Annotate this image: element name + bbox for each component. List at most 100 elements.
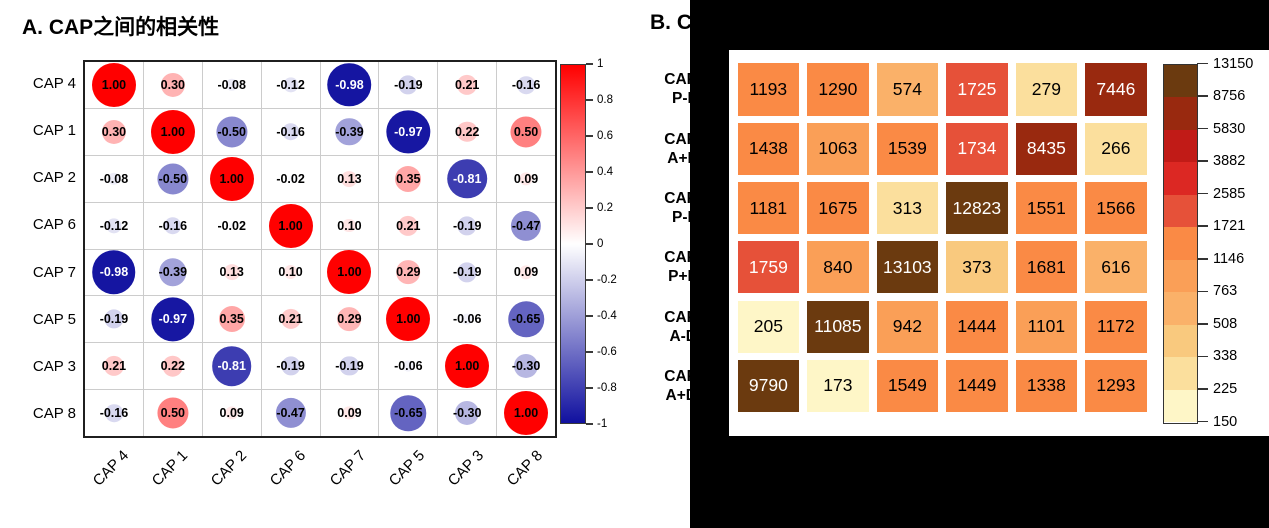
- heatmap-cell: 942: [876, 300, 939, 353]
- corr-cell: 0.10: [261, 249, 320, 296]
- panel-a-colorbar-label: 0: [597, 238, 604, 250]
- corr-value: -0.50: [158, 171, 188, 186]
- corr-value: -0.12: [99, 218, 129, 233]
- corr-value: -0.50: [217, 124, 246, 139]
- corr-value: 0.10: [337, 218, 362, 233]
- panel-b-colorbar-segment: [1164, 129, 1197, 163]
- corr-circle: [342, 218, 357, 233]
- corr-circle: [455, 401, 480, 426]
- corr-circle: [504, 391, 549, 436]
- corr-value: 0.10: [278, 265, 303, 280]
- corr-value: 0.35: [219, 312, 244, 327]
- corr-value: -0.97: [158, 312, 188, 327]
- corr-circle: [386, 297, 431, 342]
- corr-value: -0.39: [158, 265, 188, 280]
- corr-value: -0.16: [276, 124, 305, 139]
- corr-value: 0.29: [337, 312, 362, 327]
- corr-circle: [159, 258, 187, 287]
- corr-value: -0.19: [335, 359, 364, 374]
- corr-value: -0.06: [452, 312, 482, 327]
- corr-circle: [228, 222, 235, 229]
- panel-b-row-label-line1: CAP: [664, 71, 697, 89]
- heatmap-cell: 1551: [1015, 181, 1078, 235]
- corr-circle: [218, 306, 245, 333]
- panel-b-colorbar-label: 338: [1213, 348, 1238, 365]
- corr-circle: [287, 175, 294, 182]
- corr-cell: -0.30: [438, 390, 497, 436]
- corr-cell: 0.22: [438, 108, 497, 155]
- panel-a-colorbar-label: 1: [597, 58, 604, 70]
- corr-value: 0.30: [101, 124, 127, 139]
- corr-value: -0.06: [394, 359, 423, 374]
- panel-b-row-label-line2: P-F: [672, 90, 697, 108]
- panel-b-colorbar-label: 3882: [1213, 153, 1246, 170]
- corr-value: -0.02: [276, 171, 305, 186]
- corr-cell: -0.65: [379, 390, 438, 436]
- panel-b-colorbar-label: 1146: [1213, 250, 1245, 267]
- corr-circle: [216, 116, 248, 148]
- corr-value: -0.81: [452, 171, 482, 186]
- corr-circle: [101, 119, 126, 144]
- corr-cell: -0.97: [379, 108, 438, 155]
- heatmap-cell: 1549: [876, 359, 939, 413]
- corr-cell: -0.16: [261, 108, 320, 155]
- corr-circle: [457, 215, 477, 236]
- panel-b-title: B. C: [650, 11, 692, 34]
- panel-b-colorbar-label: 150: [1213, 413, 1238, 430]
- panel-b-colorbar-label: 225: [1213, 380, 1238, 397]
- corr-cell: 0.30: [85, 108, 143, 155]
- heatmap-cell: 173: [807, 359, 869, 413]
- corr-cell: -0.19: [438, 202, 497, 249]
- corr-circle: [104, 309, 124, 329]
- panel-b-row-label-line2: P-F: [672, 209, 697, 227]
- panel-b-colorbar-tick: [1197, 192, 1208, 195]
- heatmap-cell: 1172: [1085, 300, 1147, 353]
- panel-a-colorbar-tick: [586, 279, 593, 281]
- corr-cell: -0.81: [438, 155, 497, 202]
- corr-circle: [91, 62, 136, 107]
- corr-circle: [339, 356, 360, 376]
- corr-value: -0.65: [394, 406, 423, 421]
- corr-circle: [150, 109, 195, 154]
- panel-a-col-label: CAP 4: [89, 447, 132, 490]
- panel-b-row-label: CAP P+F: [600, 248, 697, 286]
- panel-a-colorbar-tick: [586, 387, 593, 389]
- panel-b-row-label-line1: CAP: [664, 130, 697, 148]
- panel-b-colorbar-tick: [1197, 127, 1208, 130]
- heatmap-cell: 279: [1015, 63, 1078, 116]
- corr-cell: 0.35: [379, 155, 438, 202]
- heatmap-cell: 313: [876, 181, 939, 235]
- panel-b-colorbar-label: 1721: [1213, 218, 1246, 235]
- panel-b-row-label-line1: CAP: [664, 308, 697, 326]
- heatmap-cell: 1063: [807, 122, 869, 175]
- corr-cell: 0.09: [497, 249, 555, 296]
- panel-a-col-label: CAP 7: [326, 447, 369, 490]
- panel-b-colorbar-segment: [1164, 162, 1197, 195]
- panel-b-colorbar-segment: [1164, 227, 1197, 260]
- panel-a-row-label: CAP 7: [32, 263, 76, 281]
- panel-b-colorbar-segment: [1164, 97, 1197, 130]
- heatmap-cell: 1101: [1015, 300, 1078, 353]
- corr-value: 1.00: [337, 265, 362, 280]
- corr-circle: [396, 260, 421, 285]
- corr-value: 0.50: [513, 124, 539, 139]
- heatmap-cell: 1290: [807, 63, 869, 116]
- corr-cell: 1.00: [379, 296, 438, 343]
- corr-value: -0.98: [99, 265, 129, 280]
- panel-a-col-label: CAP 1: [148, 447, 191, 490]
- corr-cell: -0.50: [202, 108, 261, 155]
- panel-b-colorbar-label: 5830: [1213, 120, 1246, 137]
- corr-circle: [107, 172, 121, 185]
- corr-cell: -0.12: [261, 62, 320, 108]
- heatmap-cell: 1675: [807, 181, 869, 235]
- corr-value: 1.00: [455, 359, 480, 374]
- corr-circle: [327, 250, 372, 295]
- corr-circle: [92, 250, 136, 295]
- corr-cell: 1.00: [497, 390, 555, 436]
- heatmap-cell: 13103: [876, 241, 939, 294]
- heatmap-cell: 1539: [876, 122, 939, 175]
- correlation-matrix: 1.00 0.30 -0.08 -0.12 -0.98 -0.19 0.21 -0.16 0.3…: [83, 60, 557, 438]
- corr-cell: 1.00: [85, 62, 143, 108]
- heatmap-cell: 7446: [1085, 63, 1147, 116]
- heatmap-cell: 11085: [807, 300, 869, 353]
